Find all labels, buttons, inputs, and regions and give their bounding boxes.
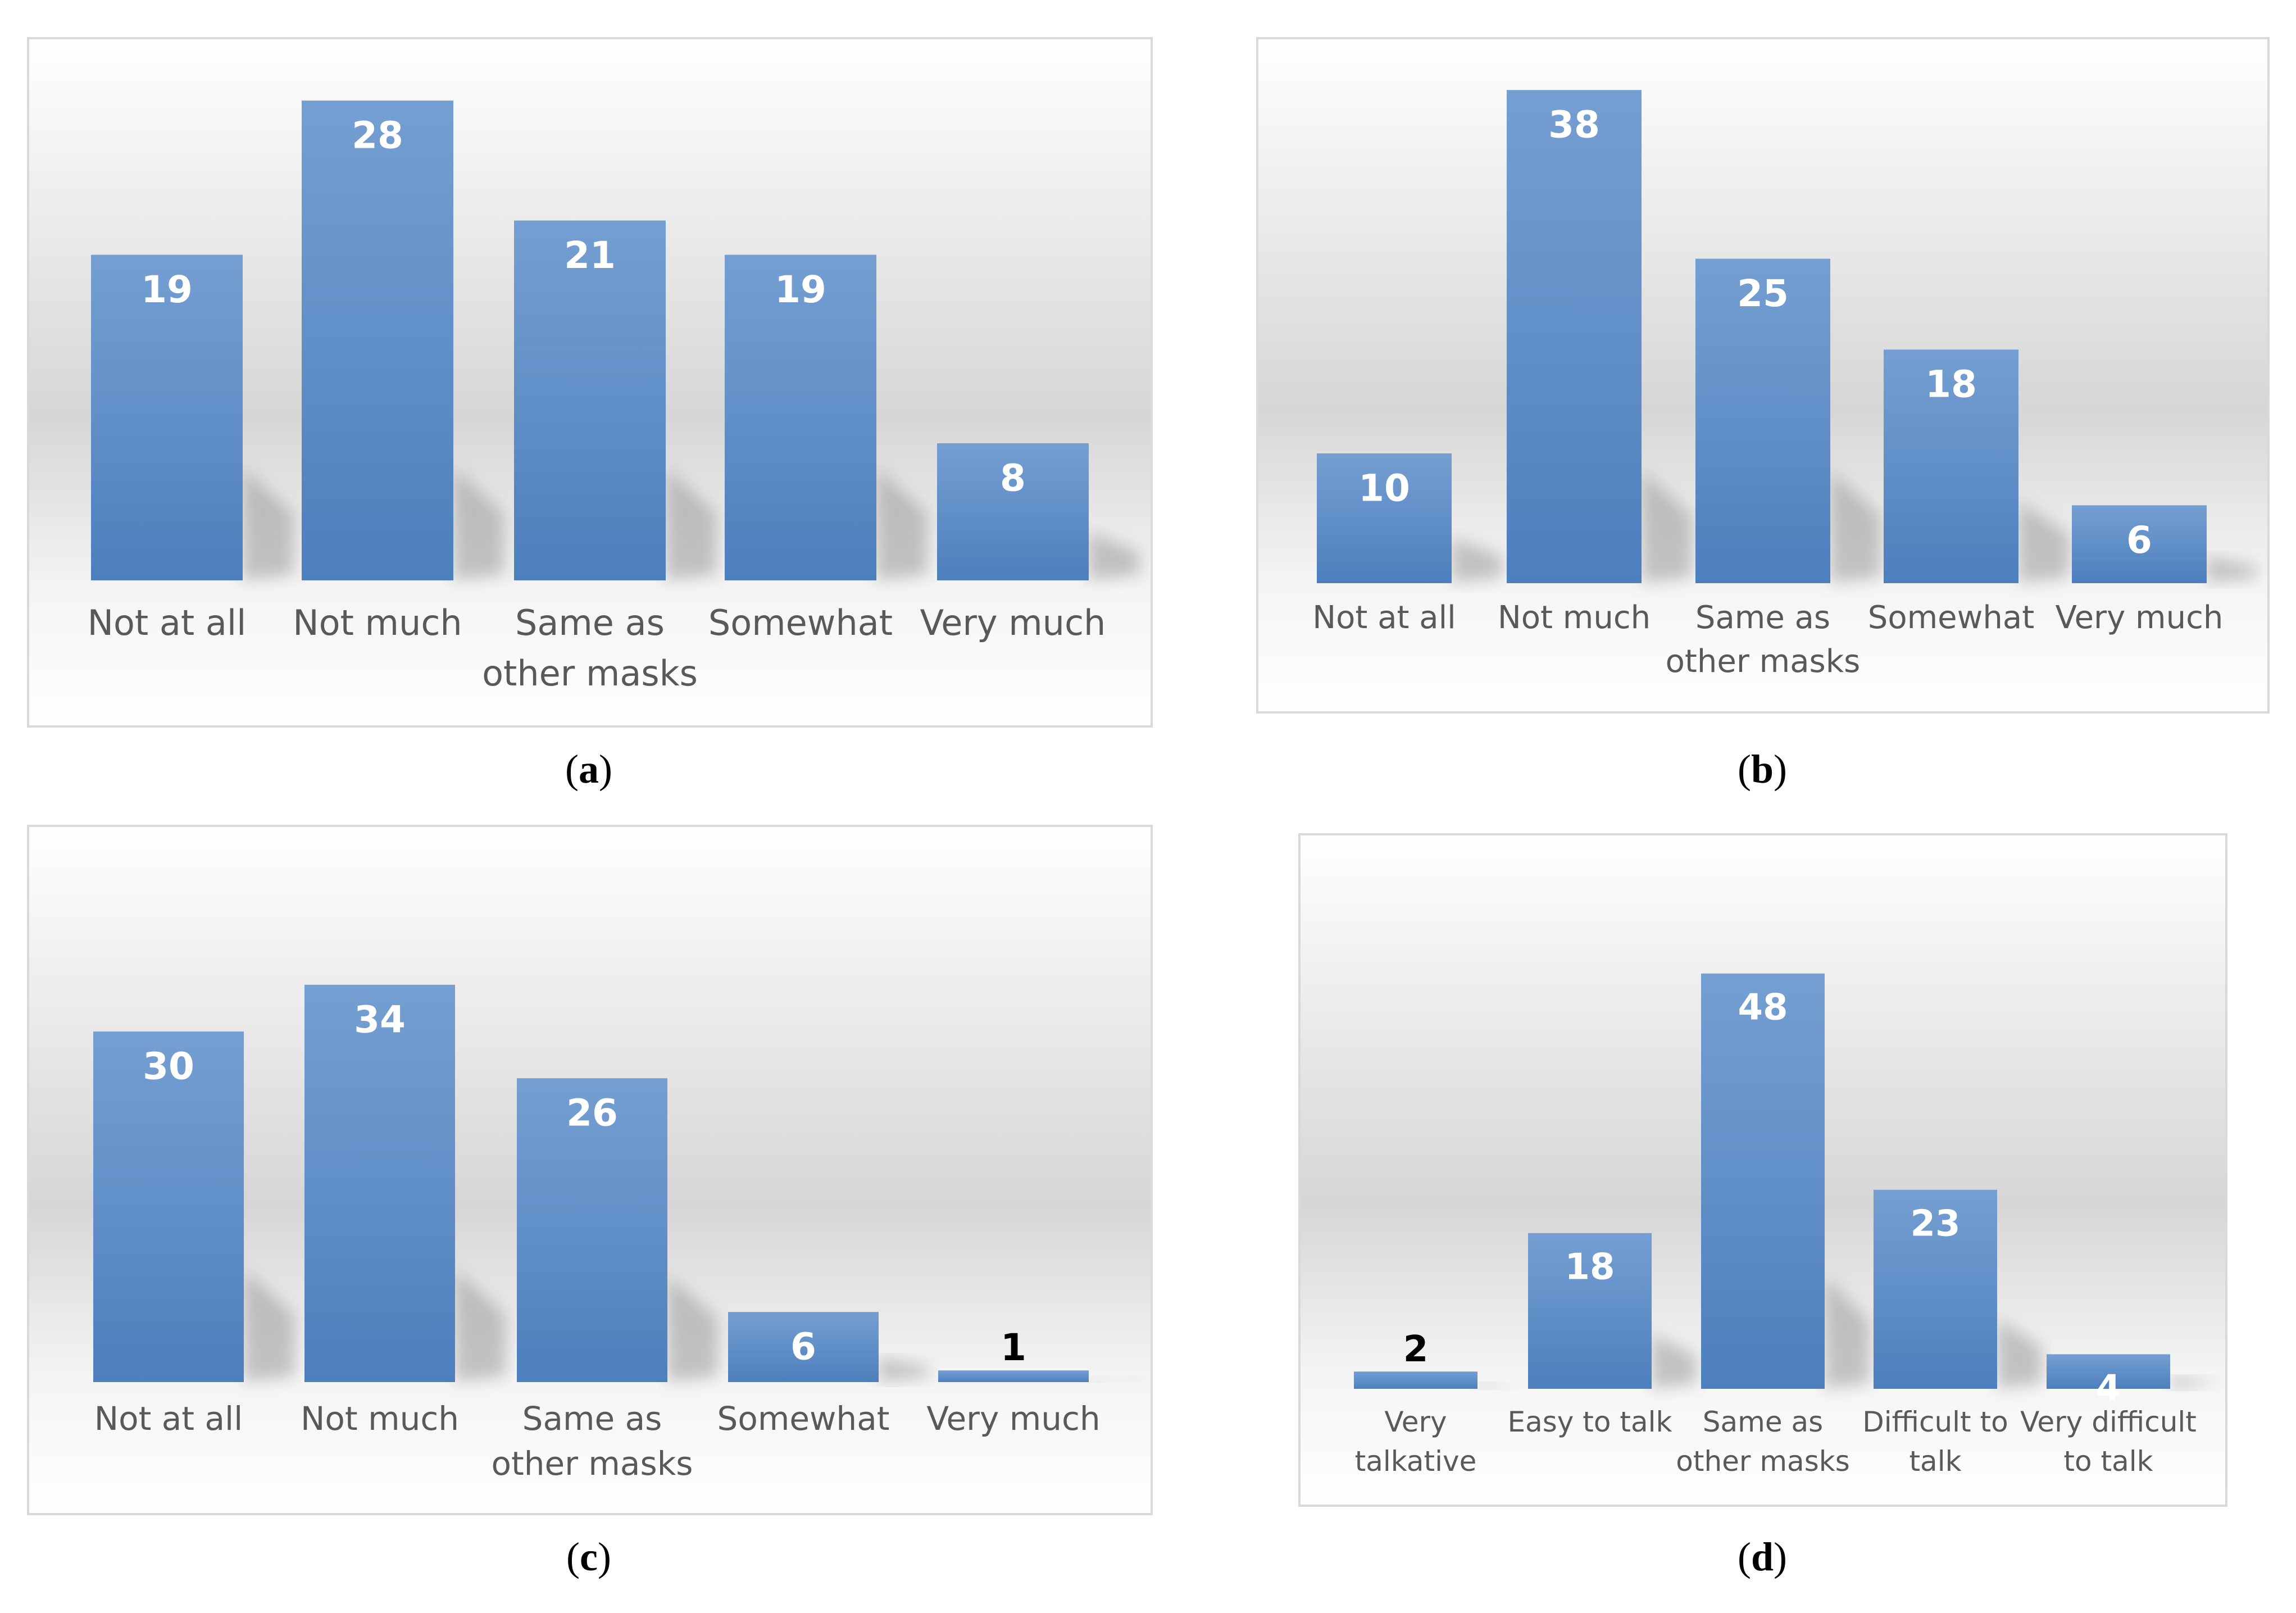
bar-shadow <box>876 468 927 580</box>
bar-1 <box>1354 1371 1477 1389</box>
category-label: Not at all <box>88 602 247 643</box>
bar-shadow <box>453 468 504 580</box>
bar-4 <box>725 255 876 580</box>
bar-shadow <box>1089 532 1139 580</box>
bar-shadow <box>2018 501 2069 583</box>
bar-shadow <box>666 468 716 580</box>
category-label: Not much <box>1498 599 1651 636</box>
bar-1 <box>1317 453 1452 583</box>
value-label: 19 <box>775 268 826 311</box>
value-label: 19 <box>141 268 193 311</box>
value-label: 30 <box>143 1044 194 1088</box>
category-label: Difficult to <box>1862 1406 2008 1438</box>
bar-2 <box>1528 1233 1652 1389</box>
category-label: Somewhat <box>1868 599 2034 636</box>
bar-5 <box>2047 1354 2170 1389</box>
bar-shadow <box>1825 1276 1870 1389</box>
category-label: Easy to talk <box>1508 1406 1672 1438</box>
bar-4 <box>1884 349 2018 583</box>
category-label: Very difficult <box>2020 1406 2197 1438</box>
bar-shadow <box>667 1275 718 1382</box>
bar-shadow <box>243 468 293 580</box>
bar-2 <box>1507 90 1642 583</box>
category-label: Somewhat <box>708 602 893 643</box>
category-label: Very much <box>2056 599 2224 636</box>
chart-panel-d: 2 Very talkative 18 Easy to talk 48 Same as oth… <box>1298 833 2227 1579</box>
bar-shadow <box>244 1270 294 1382</box>
value-label: 18 <box>1925 363 1977 406</box>
chart-panel-b: 10 Not at all 38 Not much 25 Same as other mas… <box>1256 37 2270 792</box>
bar-shadow <box>455 1270 506 1382</box>
bar-shadow <box>1652 1334 1697 1389</box>
chart-panel-c: 30 Not at all 34 Not much 26 Same as other mas… <box>27 825 1153 1579</box>
bar-4 <box>728 1312 879 1382</box>
category-label: other masks <box>491 1444 693 1483</box>
value-label: 2 <box>1403 1329 1429 1370</box>
value-label: 48 <box>1738 987 1788 1029</box>
value-label: 28 <box>352 113 403 157</box>
bar-4 <box>1874 1189 1997 1389</box>
category-label: Not at all <box>94 1400 243 1438</box>
value-label: 6 <box>2126 519 2152 562</box>
category-label: Not much <box>293 602 462 643</box>
value-label: 10 <box>1358 466 1410 510</box>
value-label: 21 <box>564 234 616 277</box>
category-label: other masks <box>1666 643 1861 680</box>
category-label: Same as <box>515 602 665 643</box>
bar-2 <box>304 984 455 1382</box>
category-label: other masks <box>482 653 698 694</box>
value-label: 6 <box>790 1325 816 1369</box>
value-label: 23 <box>1910 1203 1960 1245</box>
bar-shadow <box>1830 471 1881 583</box>
bar-shadow <box>2170 1376 2215 1389</box>
category-label: to talk <box>2063 1445 2153 1478</box>
category-label: Same as <box>522 1400 662 1438</box>
category-label: Very much <box>920 602 1106 643</box>
panel-caption: (d) <box>1738 1534 1787 1579</box>
bar-3 <box>1701 973 1825 1389</box>
category-label: Not much <box>301 1400 459 1438</box>
bar-5 <box>2072 505 2207 583</box>
bar-5 <box>937 443 1089 580</box>
category-label: talkative <box>1355 1445 1477 1478</box>
panel-caption: (a) <box>565 747 612 792</box>
value-label: 8 <box>1000 456 1026 499</box>
value-label: 34 <box>354 998 406 1041</box>
category-label: Not at all <box>1312 599 1456 636</box>
category-label: Very <box>1384 1406 1447 1438</box>
category-label: other masks <box>1676 1445 1850 1478</box>
value-label: 38 <box>1548 103 1600 147</box>
bar-3 <box>1695 258 1830 583</box>
category-label: Same as <box>1703 1406 1823 1438</box>
category-label: Somewhat <box>717 1400 890 1438</box>
bar-shadow <box>1477 1383 1522 1389</box>
bar-shadow <box>2207 556 2257 583</box>
category-label: talk <box>1909 1445 1961 1478</box>
bar-3 <box>514 220 666 580</box>
bar-2 <box>302 101 453 580</box>
bar-3 <box>517 1078 667 1382</box>
value-label: 26 <box>566 1092 618 1135</box>
value-label: 25 <box>1737 272 1789 315</box>
panel-caption: (b) <box>1738 747 1787 792</box>
bar-shadow <box>1997 1319 2042 1389</box>
chart-panel-a: 19 Not at all 28 Not much 21 Same as other mas… <box>27 37 1153 792</box>
bar-1 <box>93 1032 244 1382</box>
category-label: Same as <box>1695 599 1830 636</box>
panel-caption: (c) <box>566 1534 611 1579</box>
bar-5 <box>938 1370 1089 1382</box>
category-label: Very much <box>926 1400 1100 1438</box>
bar-1 <box>91 255 243 580</box>
bar-shadow <box>879 1357 929 1382</box>
bar-shadow <box>1452 538 1502 583</box>
bar-shadow <box>1642 471 1692 583</box>
value-label: 1 <box>1001 1326 1026 1369</box>
bar-shadow <box>1089 1376 1139 1382</box>
value-label: 18 <box>1565 1247 1615 1288</box>
value-label: 4 <box>2096 1367 2121 1409</box>
